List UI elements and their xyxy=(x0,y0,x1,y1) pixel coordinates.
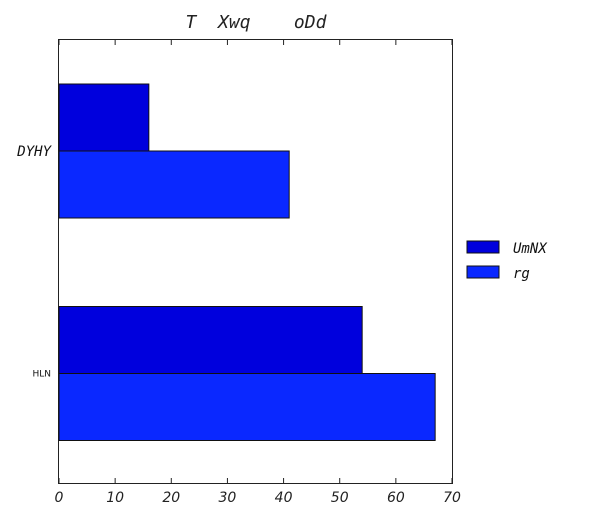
x-tick-label: 10 xyxy=(106,490,124,506)
legend-swatch-rg xyxy=(466,265,500,279)
legend-label-UmNX: UmNX xyxy=(513,241,548,257)
bar-rg-HLN xyxy=(58,373,436,441)
y-category-label: HLN xyxy=(32,370,51,380)
x-tick-label: 60 xyxy=(387,490,405,506)
legend-label-rg: rg xyxy=(513,266,530,282)
x-axis-ticks: 0 10 20 30 40 50 60 70 xyxy=(55,40,461,506)
x-tick-label: 0 xyxy=(55,490,64,506)
y-axis-categories: DYHY HLN xyxy=(16,144,52,380)
legend-swatch-UmNX xyxy=(466,240,500,254)
x-tick-label: 30 xyxy=(219,490,237,506)
legend: UmNX rg xyxy=(466,240,548,282)
x-tick-label: 40 xyxy=(275,490,293,506)
bar-rg-DYHY xyxy=(58,150,290,219)
chart-title: T Xwq oDd xyxy=(186,12,328,33)
x-tick-label: 70 xyxy=(443,490,461,506)
x-tick-label: 50 xyxy=(331,490,349,506)
x-tick-label: 20 xyxy=(162,490,180,506)
bar-UmNX-DYHY xyxy=(58,83,150,152)
y-category-label: DYHY xyxy=(16,144,52,160)
bars xyxy=(58,83,436,441)
bar-UmNX-HLN xyxy=(58,306,363,374)
